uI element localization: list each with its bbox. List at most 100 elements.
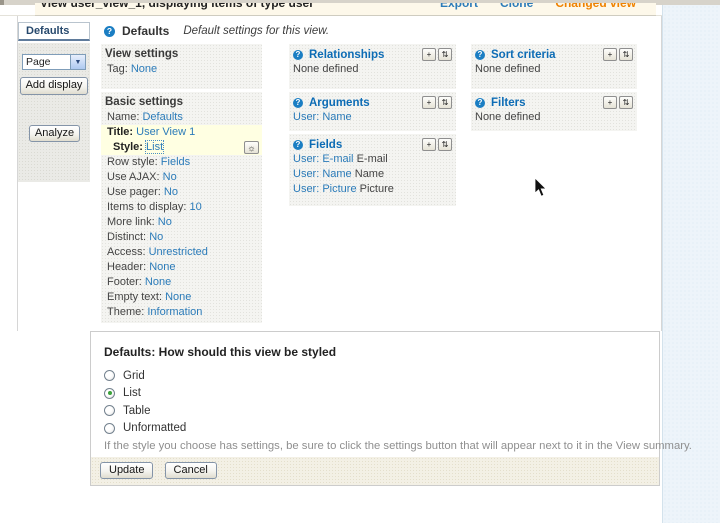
help-icon[interactable]: ? bbox=[293, 139, 303, 150]
radio-option-table[interactable]: Table bbox=[104, 402, 186, 420]
setting-row: Row style: Fields bbox=[105, 155, 258, 170]
section-title-link[interactable]: Filters bbox=[491, 96, 526, 109]
chevron-down-icon[interactable]: ▼ bbox=[70, 55, 85, 69]
style-settings-panel: Defaults: How should this view be styled… bbox=[90, 331, 692, 486]
section-buttons: + ⇅ bbox=[422, 48, 452, 61]
section-header: ? Relationships + ⇅ bbox=[293, 47, 452, 62]
help-icon[interactable]: ? bbox=[104, 25, 115, 37]
setting-value-link[interactable]: Unrestricted bbox=[148, 246, 208, 258]
rearrange-button[interactable]: ⇅ bbox=[619, 96, 633, 109]
section-header: ? Arguments + ⇅ bbox=[293, 95, 452, 110]
views-summary-container: Defaults Page ▼ Add display Analyze ? De… bbox=[17, 16, 662, 331]
analyze-button[interactable]: Analyze bbox=[29, 125, 80, 142]
radio-option-label: Grid bbox=[123, 369, 145, 382]
setting-value-link[interactable]: No bbox=[163, 186, 178, 198]
add-display-button[interactable]: Add display bbox=[20, 77, 88, 95]
setting-label: More link: bbox=[107, 216, 158, 228]
setting-label: Title: bbox=[107, 126, 137, 138]
setting-value-link[interactable]: User View 1 bbox=[136, 126, 196, 138]
page-background-pattern bbox=[662, 5, 720, 523]
radio-option-grid[interactable]: Grid bbox=[104, 367, 186, 385]
setting-value-link[interactable]: List bbox=[145, 140, 165, 154]
setting-value-link[interactable]: None bbox=[165, 291, 192, 303]
view-header-links: Export Clone Changed view bbox=[440, 3, 636, 10]
setting-value-link[interactable]: None bbox=[144, 276, 172, 288]
setting-label: Theme: bbox=[107, 306, 148, 318]
section-title-link[interactable]: Fields bbox=[309, 138, 343, 151]
section-header: ? Fields + ⇅ bbox=[293, 137, 452, 152]
section-item-link[interactable]: User: E-mail bbox=[293, 153, 354, 165]
add-item-button[interactable]: + bbox=[603, 48, 617, 61]
setting-label: Name: bbox=[107, 111, 143, 123]
view-settings-rows: Tag: None bbox=[105, 62, 258, 77]
radio-option-label: Table bbox=[123, 404, 151, 417]
setting-label: Items to display: bbox=[107, 201, 190, 213]
section-title-link[interactable]: Relationships bbox=[309, 48, 385, 61]
chrome-tick bbox=[0, 0, 4, 5]
clone-link[interactable]: Clone bbox=[499, 3, 534, 10]
setting-value-link[interactable]: Information bbox=[147, 306, 203, 318]
tab-defaults[interactable]: Defaults bbox=[18, 22, 90, 41]
setting-label: Use AJAX: bbox=[107, 171, 163, 183]
setting-row: Style: List ☼ bbox=[101, 140, 262, 155]
setting-value-link[interactable]: None bbox=[130, 63, 158, 75]
section-item: User: Picture Picture bbox=[293, 183, 394, 195]
add-item-button[interactable]: + bbox=[422, 138, 436, 151]
setting-value-link[interactable]: No bbox=[157, 216, 172, 228]
setting-value-link[interactable]: No bbox=[162, 171, 177, 183]
radio-option-unformatted[interactable]: Unformatted bbox=[104, 420, 186, 438]
gear-icon[interactable]: ☼ bbox=[244, 141, 259, 154]
cancel-button[interactable]: Cancel bbox=[164, 462, 217, 479]
section-buttons: + ⇅ bbox=[603, 96, 633, 109]
setting-row: Items to display: 10 bbox=[105, 200, 258, 215]
section-item-link[interactable]: User: Name bbox=[293, 168, 352, 180]
setting-row: Access: Unrestricted bbox=[105, 245, 258, 260]
section-item: None defined bbox=[475, 110, 633, 125]
setting-row: Title: User View 1 bbox=[101, 125, 262, 140]
radio-button[interactable] bbox=[104, 387, 115, 399]
radio-button[interactable] bbox=[104, 422, 115, 434]
help-icon[interactable]: ? bbox=[475, 97, 485, 108]
setting-label: Row style: bbox=[107, 156, 161, 168]
setting-row: Header: None bbox=[105, 260, 258, 275]
setting-value-link[interactable]: 10 bbox=[189, 201, 202, 213]
display-heading-title: Defaults bbox=[122, 24, 170, 38]
rearrange-button[interactable]: ⇅ bbox=[438, 138, 452, 151]
section-title-link[interactable]: Arguments bbox=[309, 96, 370, 109]
help-icon[interactable]: ? bbox=[293, 97, 303, 108]
add-item-button[interactable]: + bbox=[422, 96, 436, 109]
section-basic-settings: Basic settings Name: Defaults Title: User… bbox=[101, 92, 262, 323]
display-heading-description: Default settings for this view. bbox=[183, 25, 330, 37]
help-icon[interactable]: ? bbox=[293, 49, 303, 60]
section-title-link[interactable]: Sort criteria bbox=[491, 48, 556, 61]
update-button[interactable]: Update bbox=[100, 462, 154, 479]
setting-value-link[interactable]: No bbox=[149, 231, 164, 243]
section-relationships: ? Relationships + ⇅ None defined bbox=[289, 44, 456, 89]
section-fields: ? Fields + ⇅ User: E-mail E-mail User: Name N… bbox=[289, 134, 456, 206]
radio-button[interactable] bbox=[104, 370, 115, 382]
setting-label: Footer: bbox=[107, 276, 145, 288]
help-icon[interactable]: ? bbox=[475, 49, 485, 60]
section-filters: ? Filters + ⇅ None defined bbox=[471, 92, 637, 131]
browser-chrome-strip bbox=[0, 0, 720, 5]
add-item-button[interactable]: + bbox=[603, 96, 617, 109]
section-item: User: Name Name bbox=[293, 168, 385, 180]
display-type-select[interactable]: Page ▼ bbox=[22, 54, 86, 70]
section-buttons: + ⇅ bbox=[422, 96, 452, 109]
radio-option-list[interactable]: List bbox=[104, 385, 186, 403]
rearrange-button[interactable]: ⇅ bbox=[438, 96, 452, 109]
setting-value-link[interactable]: Defaults bbox=[142, 111, 183, 123]
setting-row: Empty text: None bbox=[105, 290, 258, 305]
export-link[interactable]: Export bbox=[439, 3, 478, 10]
radio-button[interactable] bbox=[104, 405, 115, 417]
setting-value-link[interactable]: Fields bbox=[160, 156, 191, 168]
setting-row: Use pager: No bbox=[105, 185, 258, 200]
add-item-button[interactable]: + bbox=[422, 48, 436, 61]
setting-value-link[interactable]: None bbox=[149, 261, 176, 273]
section-item-link[interactable]: User: Picture bbox=[293, 183, 357, 195]
rearrange-button[interactable]: ⇅ bbox=[619, 48, 633, 61]
setting-label: Header: bbox=[107, 261, 150, 273]
rearrange-button[interactable]: ⇅ bbox=[438, 48, 452, 61]
section-item-link[interactable]: User: Name bbox=[293, 111, 352, 123]
